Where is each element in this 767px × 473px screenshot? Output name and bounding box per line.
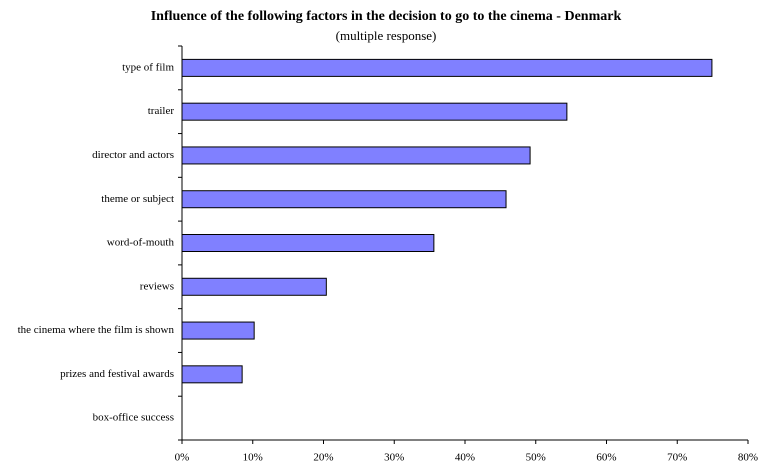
y-tick-label: type of film (122, 61, 174, 73)
x-tick-label: 70% (667, 452, 687, 464)
y-tick-label: prizes and festival awards (60, 368, 174, 380)
x-tick-label: 0% (175, 452, 190, 464)
bar (181, 102, 568, 121)
chart-title: Influence of the following factors in th… (151, 9, 622, 24)
y-tick-label: trailer (148, 105, 175, 117)
x-tick-label: 20% (313, 452, 333, 464)
chart-subtitle: (multiple response) (336, 28, 437, 43)
bar (181, 277, 327, 296)
y-tick-label: theme or subject (101, 193, 174, 205)
x-tick-label: 40% (455, 452, 475, 464)
bar (181, 321, 255, 340)
y-tick-label: word-of-mouth (107, 237, 175, 249)
y-tick-label: the cinema where the film is shown (18, 324, 175, 336)
bar (181, 365, 243, 384)
x-tick-label: 50% (526, 452, 546, 464)
x-tick-label: 60% (596, 452, 616, 464)
x-tick-label: 80% (738, 452, 758, 464)
y-tick-label: director and actors (92, 149, 174, 161)
y-tick-label: box-office success (93, 412, 174, 424)
bar (181, 190, 507, 209)
y-tick-label: reviews (140, 280, 174, 292)
x-tick-label: 30% (384, 452, 404, 464)
bar (181, 58, 713, 77)
bar (181, 146, 531, 165)
x-tick-label: 10% (243, 452, 263, 464)
bar (181, 234, 435, 252)
